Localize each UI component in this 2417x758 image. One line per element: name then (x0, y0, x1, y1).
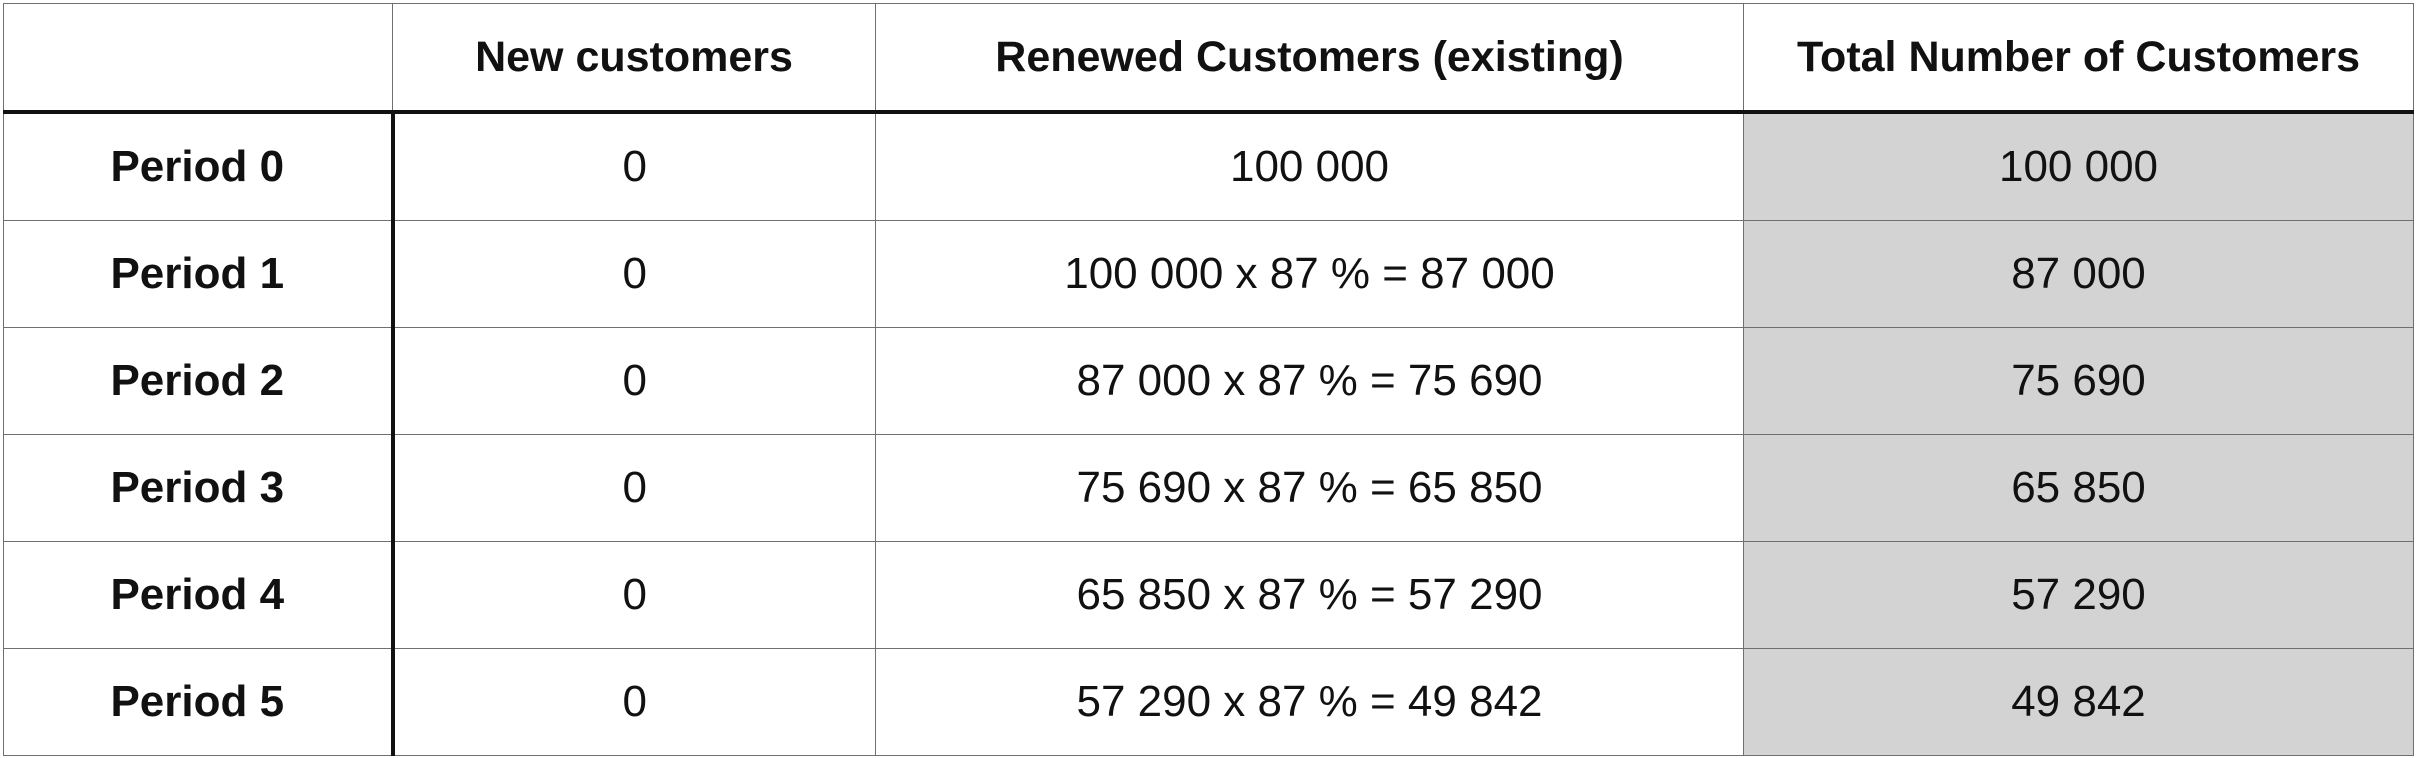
header-total-customers: Total Number of Customers (1743, 3, 2414, 114)
new-customers-cell: 0 (392, 434, 876, 542)
total-customers-cell: 100 000 (1743, 111, 2414, 221)
table-row: Period 3 0 75 690 x 87 % = 65 850 65 850 (3, 434, 2414, 542)
new-customers-cell: 0 (392, 541, 876, 649)
total-customers-cell: 65 850 (1743, 434, 2414, 542)
period-label: Period 5 (3, 648, 395, 756)
table-row: Period 1 0 100 000 x 87 % = 87 000 87 00… (3, 220, 2414, 328)
period-label: Period 2 (3, 327, 395, 435)
total-customers-cell: 87 000 (1743, 220, 2414, 328)
table-row: Period 0 0 100 000 100 000 (3, 111, 2414, 221)
new-customers-cell: 0 (392, 648, 876, 756)
total-customers-cell: 57 290 (1743, 541, 2414, 649)
period-label: Period 0 (3, 111, 395, 221)
customer-retention-table-container: New customers Renewed Customers (existin… (3, 3, 2414, 756)
table-row: Period 2 0 87 000 x 87 % = 75 690 75 690 (3, 327, 2414, 435)
new-customers-cell: 0 (392, 327, 876, 435)
total-customers-cell: 49 842 (1743, 648, 2414, 756)
header-renewed-customers: Renewed Customers (existing) (875, 3, 1744, 114)
header-new-customers: New customers (392, 3, 876, 114)
period-label: Period 4 (3, 541, 395, 649)
header-corner-cell (3, 3, 393, 114)
renewed-customers-cell: 100 000 (875, 111, 1744, 221)
period-label: Period 3 (3, 434, 395, 542)
period-label: Period 1 (3, 220, 395, 328)
header-row: New customers Renewed Customers (existin… (3, 3, 2414, 114)
total-customers-cell: 75 690 (1743, 327, 2414, 435)
renewed-customers-cell: 65 850 x 87 % = 57 290 (875, 541, 1744, 649)
customer-retention-table: New customers Renewed Customers (existin… (3, 3, 2414, 756)
renewed-customers-cell: 57 290 x 87 % = 49 842 (875, 648, 1744, 756)
renewed-customers-cell: 87 000 x 87 % = 75 690 (875, 327, 1744, 435)
new-customers-cell: 0 (392, 220, 876, 328)
table-row: Period 4 0 65 850 x 87 % = 57 290 57 290 (3, 541, 2414, 649)
new-customers-cell: 0 (392, 111, 876, 221)
renewed-customers-cell: 100 000 x 87 % = 87 000 (875, 220, 1744, 328)
renewed-customers-cell: 75 690 x 87 % = 65 850 (875, 434, 1744, 542)
table-row: Period 5 0 57 290 x 87 % = 49 842 49 842 (3, 648, 2414, 756)
